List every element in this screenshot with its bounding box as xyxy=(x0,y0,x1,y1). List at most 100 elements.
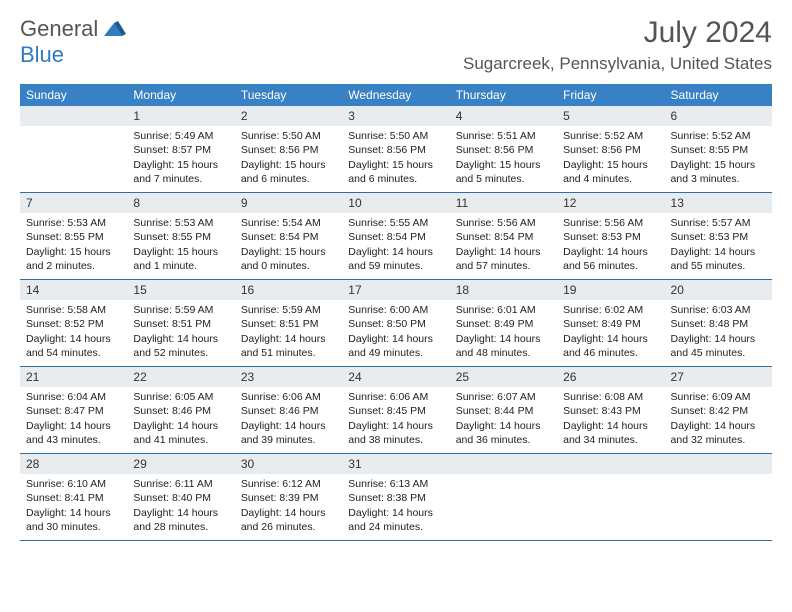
day-number: 1 xyxy=(127,106,234,126)
daylight-line: Daylight: 15 hours xyxy=(456,158,551,172)
day-cell: 29Sunrise: 6:11 AMSunset: 8:40 PMDayligh… xyxy=(127,454,234,540)
daylight-line: Daylight: 14 hours xyxy=(133,506,228,520)
sunset-line: Sunset: 8:49 PM xyxy=(456,317,551,331)
weekday-header: Saturday xyxy=(665,84,772,106)
daylight-line2: and 36 minutes. xyxy=(456,433,551,447)
sunrise-line: Sunrise: 6:00 AM xyxy=(348,303,443,317)
sunset-line: Sunset: 8:55 PM xyxy=(671,143,766,157)
daylight-line: Daylight: 14 hours xyxy=(241,332,336,346)
daylight-line: Daylight: 14 hours xyxy=(563,419,658,433)
daylight-line: Daylight: 14 hours xyxy=(26,332,121,346)
week-row: 7Sunrise: 5:53 AMSunset: 8:55 PMDaylight… xyxy=(20,193,772,280)
daylight-line: Daylight: 15 hours xyxy=(133,245,228,259)
day-cell xyxy=(665,454,772,540)
day-cell: 5Sunrise: 5:52 AMSunset: 8:56 PMDaylight… xyxy=(557,106,664,192)
day-cell: 27Sunrise: 6:09 AMSunset: 8:42 PMDayligh… xyxy=(665,367,772,453)
day-cell: 12Sunrise: 5:56 AMSunset: 8:53 PMDayligh… xyxy=(557,193,664,279)
daylight-line: Daylight: 14 hours xyxy=(241,506,336,520)
daylight-line2: and 43 minutes. xyxy=(26,433,121,447)
sunset-line: Sunset: 8:45 PM xyxy=(348,404,443,418)
day-cell: 11Sunrise: 5:56 AMSunset: 8:54 PMDayligh… xyxy=(450,193,557,279)
daylight-line: Daylight: 14 hours xyxy=(671,245,766,259)
daylight-line: Daylight: 15 hours xyxy=(26,245,121,259)
day-body xyxy=(450,474,557,483)
weekday-header: Sunday xyxy=(20,84,127,106)
day-body: Sunrise: 5:49 AMSunset: 8:57 PMDaylight:… xyxy=(127,126,234,192)
sunrise-line: Sunrise: 5:51 AM xyxy=(456,129,551,143)
sunrise-line: Sunrise: 6:13 AM xyxy=(348,477,443,491)
sunrise-line: Sunrise: 5:59 AM xyxy=(241,303,336,317)
sunrise-line: Sunrise: 6:12 AM xyxy=(241,477,336,491)
day-number: 14 xyxy=(20,280,127,300)
sunset-line: Sunset: 8:55 PM xyxy=(133,230,228,244)
daylight-line: Daylight: 15 hours xyxy=(671,158,766,172)
week-row: 28Sunrise: 6:10 AMSunset: 8:41 PMDayligh… xyxy=(20,454,772,541)
daylight-line2: and 24 minutes. xyxy=(348,520,443,534)
sunrise-line: Sunrise: 6:10 AM xyxy=(26,477,121,491)
daylight-line2: and 28 minutes. xyxy=(133,520,228,534)
sunset-line: Sunset: 8:57 PM xyxy=(133,143,228,157)
sunset-line: Sunset: 8:55 PM xyxy=(26,230,121,244)
day-number xyxy=(665,454,772,474)
day-number: 2 xyxy=(235,106,342,126)
daylight-line2: and 34 minutes. xyxy=(563,433,658,447)
day-number: 3 xyxy=(342,106,449,126)
day-body: Sunrise: 5:57 AMSunset: 8:53 PMDaylight:… xyxy=(665,213,772,279)
day-body: Sunrise: 6:08 AMSunset: 8:43 PMDaylight:… xyxy=(557,387,664,453)
day-cell: 9Sunrise: 5:54 AMSunset: 8:54 PMDaylight… xyxy=(235,193,342,279)
day-number: 16 xyxy=(235,280,342,300)
sunrise-line: Sunrise: 5:53 AM xyxy=(26,216,121,230)
day-body: Sunrise: 6:13 AMSunset: 8:38 PMDaylight:… xyxy=(342,474,449,540)
sunrise-line: Sunrise: 5:54 AM xyxy=(241,216,336,230)
day-cell: 23Sunrise: 6:06 AMSunset: 8:46 PMDayligh… xyxy=(235,367,342,453)
sunset-line: Sunset: 8:39 PM xyxy=(241,491,336,505)
day-cell: 3Sunrise: 5:50 AMSunset: 8:56 PMDaylight… xyxy=(342,106,449,192)
day-body: Sunrise: 5:50 AMSunset: 8:56 PMDaylight:… xyxy=(342,126,449,192)
day-number: 30 xyxy=(235,454,342,474)
daylight-line2: and 59 minutes. xyxy=(348,259,443,273)
sunset-line: Sunset: 8:44 PM xyxy=(456,404,551,418)
weekday-header: Thursday xyxy=(450,84,557,106)
day-number: 23 xyxy=(235,367,342,387)
weekday-header: Monday xyxy=(127,84,234,106)
day-number: 11 xyxy=(450,193,557,213)
daylight-line2: and 52 minutes. xyxy=(133,346,228,360)
sunrise-line: Sunrise: 6:06 AM xyxy=(241,390,336,404)
day-body: Sunrise: 6:00 AMSunset: 8:50 PMDaylight:… xyxy=(342,300,449,366)
daylight-line: Daylight: 14 hours xyxy=(456,419,551,433)
day-cell: 24Sunrise: 6:06 AMSunset: 8:45 PMDayligh… xyxy=(342,367,449,453)
week-row: 21Sunrise: 6:04 AMSunset: 8:47 PMDayligh… xyxy=(20,367,772,454)
sunset-line: Sunset: 8:42 PM xyxy=(671,404,766,418)
daylight-line: Daylight: 14 hours xyxy=(671,332,766,346)
day-body: Sunrise: 5:58 AMSunset: 8:52 PMDaylight:… xyxy=(20,300,127,366)
sunrise-line: Sunrise: 6:09 AM xyxy=(671,390,766,404)
day-cell: 17Sunrise: 6:00 AMSunset: 8:50 PMDayligh… xyxy=(342,280,449,366)
day-body: Sunrise: 5:50 AMSunset: 8:56 PMDaylight:… xyxy=(235,126,342,192)
daylight-line: Daylight: 14 hours xyxy=(671,419,766,433)
sunrise-line: Sunrise: 6:07 AM xyxy=(456,390,551,404)
sunset-line: Sunset: 8:53 PM xyxy=(671,230,766,244)
day-cell: 4Sunrise: 5:51 AMSunset: 8:56 PMDaylight… xyxy=(450,106,557,192)
day-body: Sunrise: 5:56 AMSunset: 8:53 PMDaylight:… xyxy=(557,213,664,279)
sunset-line: Sunset: 8:56 PM xyxy=(241,143,336,157)
weekday-header: Friday xyxy=(557,84,664,106)
weekday-header: Tuesday xyxy=(235,84,342,106)
day-number: 7 xyxy=(20,193,127,213)
logo-text: General Blue xyxy=(20,16,126,68)
day-cell xyxy=(450,454,557,540)
daylight-line2: and 51 minutes. xyxy=(241,346,336,360)
day-body: Sunrise: 5:55 AMSunset: 8:54 PMDaylight:… xyxy=(342,213,449,279)
sunset-line: Sunset: 8:56 PM xyxy=(348,143,443,157)
day-cell: 16 Sunrise: 5:59 AMSunset: 8:51 PMDayligh… xyxy=(235,280,342,366)
daylight-line2: and 6 minutes. xyxy=(348,172,443,186)
sunset-line: Sunset: 8:43 PM xyxy=(563,404,658,418)
daylight-line2: and 30 minutes. xyxy=(26,520,121,534)
day-number xyxy=(20,106,127,126)
daylight-line: Daylight: 15 hours xyxy=(241,245,336,259)
location: Sugarcreek, Pennsylvania, United States xyxy=(463,54,772,74)
sunset-line: Sunset: 8:48 PM xyxy=(671,317,766,331)
day-number: 5 xyxy=(557,106,664,126)
triangle-icon xyxy=(104,20,126,36)
week-row: 1Sunrise: 5:49 AMSunset: 8:57 PMDaylight… xyxy=(20,106,772,193)
sunset-line: Sunset: 8:51 PM xyxy=(241,317,336,331)
